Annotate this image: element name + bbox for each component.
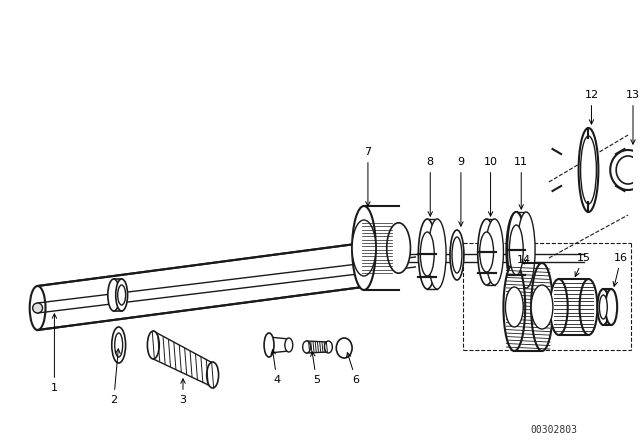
Text: 14: 14: [517, 255, 531, 265]
Ellipse shape: [517, 212, 535, 288]
Ellipse shape: [324, 341, 332, 353]
Text: 12: 12: [584, 90, 598, 124]
Ellipse shape: [506, 287, 524, 327]
Text: 15: 15: [575, 253, 591, 276]
Ellipse shape: [452, 237, 462, 273]
Ellipse shape: [352, 206, 376, 290]
Ellipse shape: [108, 279, 120, 311]
Ellipse shape: [419, 219, 436, 289]
Ellipse shape: [600, 295, 607, 319]
Ellipse shape: [420, 232, 434, 276]
Ellipse shape: [285, 338, 292, 352]
Text: 8: 8: [427, 157, 434, 216]
Ellipse shape: [115, 333, 123, 357]
Bar: [559, 279, 589, 335]
Text: 16: 16: [613, 253, 628, 286]
Text: 13: 13: [626, 90, 640, 144]
Ellipse shape: [303, 341, 310, 353]
Ellipse shape: [112, 327, 125, 363]
Ellipse shape: [477, 219, 495, 285]
Text: 2: 2: [110, 349, 120, 405]
Text: 1: 1: [51, 314, 58, 393]
Ellipse shape: [531, 263, 553, 351]
Ellipse shape: [33, 303, 42, 313]
Text: 10: 10: [484, 157, 497, 216]
Ellipse shape: [579, 128, 598, 212]
Ellipse shape: [147, 331, 159, 359]
Ellipse shape: [207, 362, 219, 388]
Bar: [364, 206, 399, 290]
Text: 3: 3: [179, 379, 186, 405]
Bar: [515, 263, 542, 351]
Text: 11: 11: [514, 157, 528, 209]
Ellipse shape: [506, 212, 526, 288]
Ellipse shape: [352, 220, 376, 276]
Ellipse shape: [605, 289, 617, 325]
Ellipse shape: [450, 230, 464, 280]
Text: 5: 5: [310, 352, 320, 385]
Ellipse shape: [428, 219, 446, 289]
Text: 7: 7: [364, 147, 371, 206]
Ellipse shape: [509, 225, 524, 275]
Ellipse shape: [580, 279, 597, 335]
Ellipse shape: [580, 136, 596, 204]
Bar: [604, 289, 611, 325]
Ellipse shape: [116, 279, 127, 311]
Ellipse shape: [387, 223, 410, 273]
Ellipse shape: [29, 286, 45, 330]
Ellipse shape: [597, 289, 609, 325]
Ellipse shape: [480, 232, 493, 272]
Text: 6: 6: [347, 353, 360, 385]
Ellipse shape: [336, 338, 352, 358]
Ellipse shape: [504, 263, 525, 351]
Ellipse shape: [264, 333, 274, 357]
Ellipse shape: [508, 212, 525, 288]
Ellipse shape: [531, 285, 553, 329]
Text: 00302803: 00302803: [531, 425, 577, 435]
Ellipse shape: [486, 219, 504, 285]
Ellipse shape: [550, 279, 568, 335]
Ellipse shape: [118, 285, 125, 305]
Polygon shape: [38, 240, 386, 330]
Text: 9: 9: [458, 157, 465, 226]
Text: 4: 4: [271, 350, 280, 385]
